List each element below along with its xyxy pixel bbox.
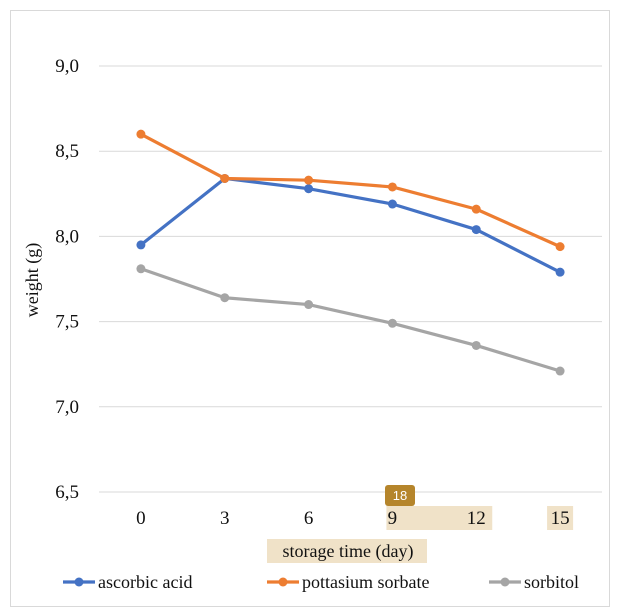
series-line [139, 267, 562, 373]
legend-swatch-marker [74, 577, 84, 587]
highlight-layer [267, 506, 574, 563]
data-point [220, 293, 230, 303]
x-title-highlight [267, 539, 427, 563]
legend-item: pottasium sorbate [267, 572, 429, 592]
x-tick-labels: 0 3 6 9 12 15 [136, 508, 569, 529]
x-tick-label: 12 [467, 508, 486, 529]
x-tick-label: 3 [220, 508, 230, 529]
legend-item: ascorbic acid [63, 572, 192, 592]
legend: ascorbic acid pottasium sorbate sorbitol [63, 572, 579, 592]
series-pottasium-sorbate [136, 129, 565, 252]
x-tick-highlight [547, 506, 574, 530]
annotation-badge: 18 [385, 485, 415, 506]
y-tick-label: 9,0 [55, 56, 79, 77]
data-point [555, 267, 565, 277]
data-point [136, 129, 146, 139]
legend-label: ascorbic acid [98, 572, 192, 592]
data-point [471, 340, 481, 350]
data-point [304, 184, 314, 194]
y-tick-label: 8,5 [55, 141, 79, 162]
y-axis-title: weight (g) [22, 243, 43, 317]
data-point [555, 242, 565, 252]
x-tick-highlight [386, 506, 493, 530]
legend-item: sorbitol [489, 572, 579, 592]
y-tick-labels: 6,5 7,0 7,5 8,0 8,5 9,0 [55, 56, 79, 503]
data-point [304, 175, 314, 185]
y-tick-label: 6,5 [55, 482, 79, 503]
data-point [220, 173, 230, 183]
legend-label: sorbitol [524, 572, 579, 592]
legend-label: pottasium sorbate [302, 572, 429, 592]
data-point [304, 300, 314, 310]
data-point [471, 225, 481, 235]
data-point [387, 182, 397, 192]
y-tick-label: 7,0 [55, 397, 79, 418]
data-point [387, 199, 397, 209]
line-chart: 6,5 7,0 7,5 8,0 8,5 9,0 0 3 6 9 12 15 weight (g) s… [22, 56, 602, 592]
data-point [471, 204, 481, 214]
chart-frame: 6,5 7,0 7,5 8,0 8,5 9,0 0 3 6 9 12 15 weight (g) s… [10, 10, 610, 607]
x-axis-title: storage time (day) [283, 541, 414, 562]
x-tick-label: 0 [136, 508, 146, 529]
series-line [139, 132, 562, 249]
data-point [387, 318, 397, 328]
x-tick-label: 6 [304, 508, 314, 529]
series-sorbitol [136, 264, 565, 376]
y-tick-label: 8,0 [55, 226, 79, 247]
x-tick-label: 15 [551, 508, 570, 529]
data-point [136, 264, 146, 274]
badge-box [385, 485, 415, 506]
series-ascorbic-acid [136, 173, 565, 277]
series-layer [136, 129, 565, 376]
series-line [139, 176, 562, 274]
legend-swatch-marker [500, 577, 510, 587]
data-point [555, 366, 565, 376]
x-tick-label: 9 [388, 508, 398, 529]
data-point [136, 240, 146, 250]
gridlines [99, 65, 602, 493]
legend-swatch-marker [278, 577, 288, 587]
badge-label: 18 [393, 488, 407, 503]
y-tick-label: 7,5 [55, 312, 79, 333]
